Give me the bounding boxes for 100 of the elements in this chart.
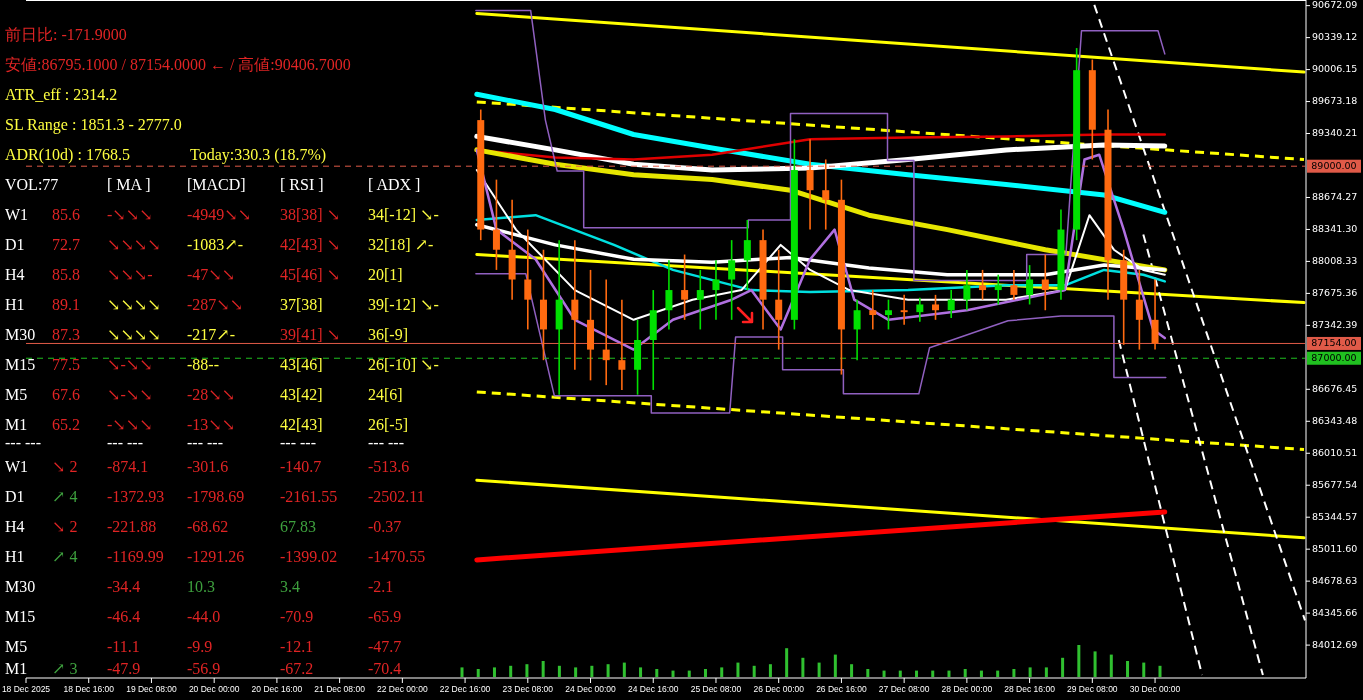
ref-line-label: 89000.00 [1311, 159, 1357, 171]
text: -513.6 [368, 458, 410, 475]
candlestick [853, 298, 861, 361]
y-tick-label: 85344.57 [1312, 510, 1358, 522]
bar [687, 670, 691, 677]
text: -2502.11 [368, 488, 425, 505]
candlestick [994, 273, 1002, 306]
y-tick-label: 88674.27 [1312, 190, 1358, 202]
bar [898, 670, 902, 677]
bar [785, 648, 789, 677]
bar [460, 667, 464, 677]
candlestick [618, 298, 626, 391]
text: 10.3 [187, 578, 215, 595]
text: 45[46] ↘ [280, 266, 341, 283]
text: -68.62 [187, 518, 229, 535]
text: -70.4 [368, 660, 402, 677]
text: VOL:77 [5, 176, 59, 193]
text: 89.1 [52, 296, 80, 313]
candlestick [1135, 269, 1143, 351]
bar [606, 664, 610, 677]
y-tick-label: 88008.33 [1312, 254, 1358, 266]
y-tick-label: 87342.39 [1312, 318, 1358, 330]
bar [801, 657, 805, 677]
candlestick [822, 158, 830, 231]
x-tick-label: 18 Dec 16:00 [63, 684, 115, 694]
candlestick [696, 269, 704, 331]
text: -221.88 [107, 518, 157, 535]
text: -1169.99 [107, 548, 164, 565]
text: ADR(10d) : 1768.5 [5, 146, 130, 163]
y-tick-label: 84678.63 [1312, 574, 1358, 586]
bar [963, 669, 967, 677]
x-tick-label: 18 Dec 2025 [1, 684, 51, 694]
candlestick [963, 269, 971, 312]
text: -287↘↘ [187, 296, 244, 313]
bar [720, 667, 724, 677]
text: -88-- [187, 356, 219, 373]
x-tick-label: 19 Dec 08:00 [126, 684, 177, 694]
text: D1 [5, 236, 25, 253]
text: 安値:86795.1000 / 87154.0000 ← / 高値:90406.7000 [5, 56, 351, 73]
bar [639, 667, 643, 677]
candlestick [681, 253, 689, 321]
text: ↘↘↘↘ [107, 296, 161, 313]
text: 39[-12] ↘- [368, 296, 439, 313]
x-tick-label: 27 Dec 08:00 [878, 684, 930, 694]
candlestick [665, 259, 673, 331]
text: 85.6 [52, 206, 80, 223]
text: --- --- [107, 434, 143, 451]
candlestick [1041, 253, 1049, 312]
bar [703, 669, 707, 677]
text: 43[46] [280, 356, 323, 373]
text: ↘↘↘↘ [107, 326, 161, 343]
y-tick-label: 85677.54 [1312, 478, 1358, 490]
text: -1798.69 [187, 488, 245, 505]
text: ↗ 4 [52, 548, 78, 565]
x-tick-label: 28 Dec 16:00 [1004, 684, 1056, 694]
x-tick-label: 28 Dec 00:00 [941, 684, 993, 694]
candlestick [932, 294, 940, 321]
text: [MACD] [187, 176, 246, 193]
candlestick [884, 298, 892, 331]
y-tick-label: 86010.51 [1312, 446, 1358, 458]
text: 65.2 [52, 416, 80, 433]
text: H1 [5, 548, 25, 565]
text: 26[-5] [368, 416, 408, 433]
text: -0.37 [368, 518, 402, 535]
bar [476, 669, 480, 677]
text: -2161.55 [280, 488, 338, 505]
text: 37[38] [280, 296, 323, 313]
x-tick-label: 21 Dec 08:00 [314, 684, 366, 694]
text: ↘-↘↘ [107, 356, 153, 373]
text: [ RSI ] [280, 176, 324, 193]
text: W1 [5, 458, 29, 475]
text: W1 [5, 206, 29, 223]
bar [768, 664, 772, 677]
text: 67.83 [280, 518, 316, 535]
text: SL Range : 1851.3 - 2777.0 [5, 116, 182, 133]
candlestick [1026, 264, 1034, 306]
y-tick-label: 90672.09 [1312, 0, 1358, 11]
text: 34[-12] ↘- [368, 206, 439, 223]
text: 24[6] [368, 386, 403, 403]
text: ↗ 4 [52, 488, 78, 505]
text: 42[43] ↘ [280, 236, 341, 253]
y-tick-label: 89340.21 [1312, 127, 1358, 139]
x-tick-label: 22 Dec 16:00 [439, 684, 491, 694]
text: M5 [5, 638, 28, 655]
x-tick-label: 30 Dec 00:00 [1129, 684, 1181, 694]
x-tick-label: 24 Dec 00:00 [565, 684, 617, 694]
bar [1126, 661, 1130, 677]
x-tick-label: 24 Dec 16:00 [627, 684, 679, 694]
bar [1061, 657, 1065, 677]
text: 20[1] [368, 266, 403, 283]
bar [1142, 662, 1146, 677]
text: 43[42] [280, 386, 323, 403]
text: --- --- [368, 434, 404, 451]
bar [671, 670, 675, 677]
bar [541, 661, 545, 677]
text: -1291.26 [187, 548, 245, 565]
text: -4949↘↘ [187, 206, 252, 223]
text: -1372.93 [107, 488, 165, 505]
text: --- --- [280, 434, 316, 451]
y-tick-label: 90339.12 [1312, 31, 1358, 43]
